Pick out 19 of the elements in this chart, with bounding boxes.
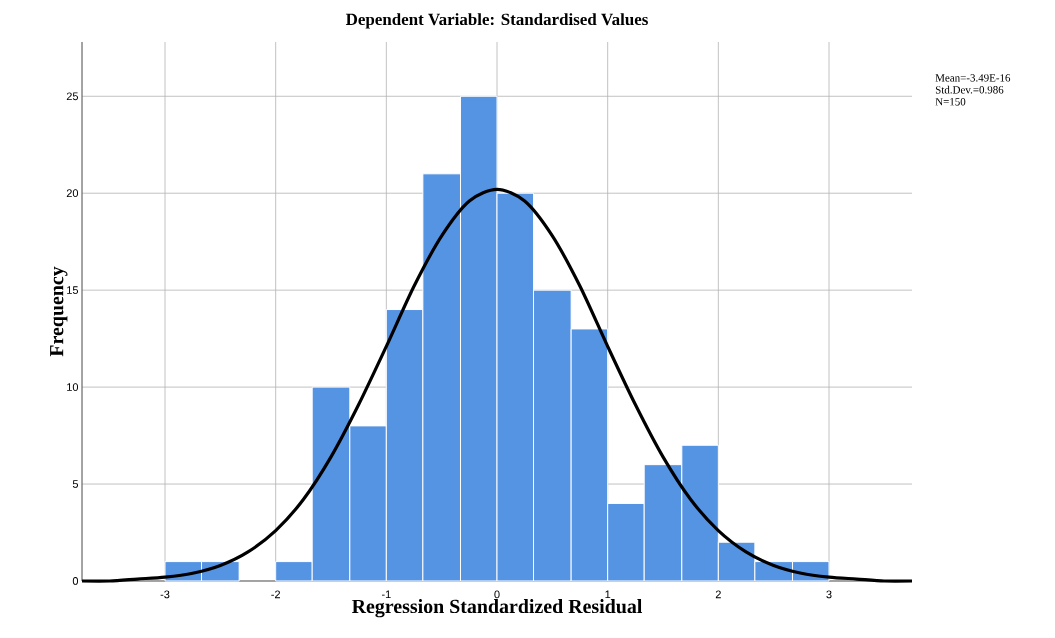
y-tick-label: 5 <box>72 480 79 488</box>
text: N=150 <box>935 98 966 106</box>
x-tick-label: 0 <box>494 590 500 599</box>
x-axis-title: Regression Standardized Residual <box>351 599 643 618</box>
y-tick-label: 10 <box>67 383 79 391</box>
y-tick-label: 25 <box>66 92 79 101</box>
text: Std.Dev.=0.986 <box>935 85 1004 94</box>
y-tick-label: 15 <box>67 286 79 294</box>
chart-title: Dependent Variable: Standardised Values <box>345 13 648 29</box>
y-tick-label: 0 <box>72 577 79 585</box>
y-axis-title: Frequency <box>50 266 68 357</box>
x-tick-label: -2 <box>271 590 280 599</box>
x-tick-label: -1 <box>381 590 391 599</box>
y-tick-label: 20 <box>66 189 79 198</box>
x-tick-label: 1 <box>605 590 611 599</box>
x-tick-label: 3 <box>826 590 832 599</box>
x-tick-label: 2 <box>715 590 721 599</box>
text: Mean=-3.49E-16 <box>935 74 1011 82</box>
x-tick-label: -3 <box>160 590 170 599</box>
